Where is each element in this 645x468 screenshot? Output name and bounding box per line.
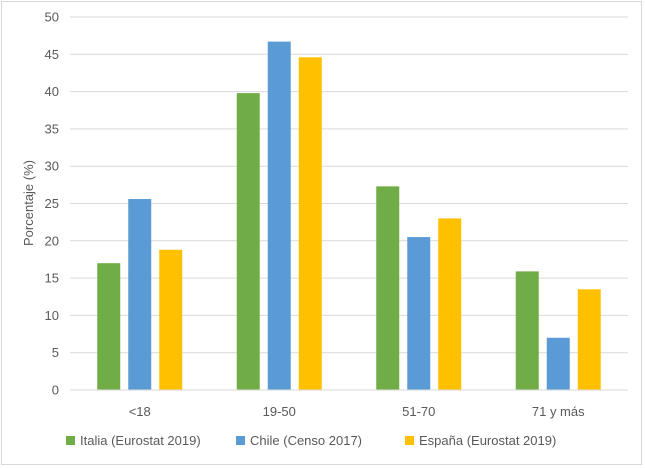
bar-2-2 [267, 41, 291, 390]
y-tick-label: 30 [45, 159, 59, 174]
y-tick-label: 50 [45, 10, 59, 25]
y-axis-label: Porcentaje (%) [21, 160, 36, 246]
y-tick-label: 20 [45, 233, 59, 248]
bar-3-2 [298, 57, 322, 391]
bar-1-1 [97, 263, 121, 390]
y-axis-ticks: 0 5 10 15 20 25 30 35 40 45 50 [45, 10, 59, 398]
bar-3-1 [159, 249, 183, 390]
y-tick-label: 40 [45, 84, 59, 99]
bar-2-3 [407, 237, 431, 390]
y-tick-label: 25 [45, 196, 59, 211]
bar-3-3 [438, 218, 462, 390]
legend-swatch-3 [405, 436, 414, 445]
gridlines [70, 16, 628, 354]
y-tick-label: 35 [45, 121, 59, 136]
y-tick-label: 45 [45, 47, 59, 62]
bar-1-3 [376, 186, 400, 390]
legend-label-2: Chile (Censo 2017) [250, 433, 362, 448]
bar-1-4 [515, 271, 539, 390]
legend-swatch-2 [236, 436, 245, 445]
bar-2-1 [128, 199, 152, 390]
y-tick-label: 10 [45, 308, 59, 323]
legend-label-3: España (Eurostat 2019) [419, 433, 556, 448]
bar-3-4 [577, 289, 601, 390]
bar-1-2 [236, 93, 260, 390]
legend: Italia (Eurostat 2019) Chile (Censo 2017)… [66, 433, 556, 448]
legend-swatch-1 [66, 436, 75, 445]
bar-2-4 [546, 337, 570, 390]
x-axis-ticks: <18 19-50 51-70 71 y más [129, 404, 585, 419]
x-tick-label: 51-70 [402, 404, 435, 419]
legend-label-1: Italia (Eurostat 2019) [80, 433, 201, 448]
y-tick-label: 15 [45, 271, 59, 286]
y-tick-label: 0 [52, 383, 59, 398]
x-tick-label: <18 [129, 404, 151, 419]
x-tick-label: 19-50 [263, 404, 296, 419]
y-tick-label: 5 [52, 345, 59, 360]
x-tick-label: 71 y más [532, 404, 585, 419]
bars [97, 41, 601, 391]
